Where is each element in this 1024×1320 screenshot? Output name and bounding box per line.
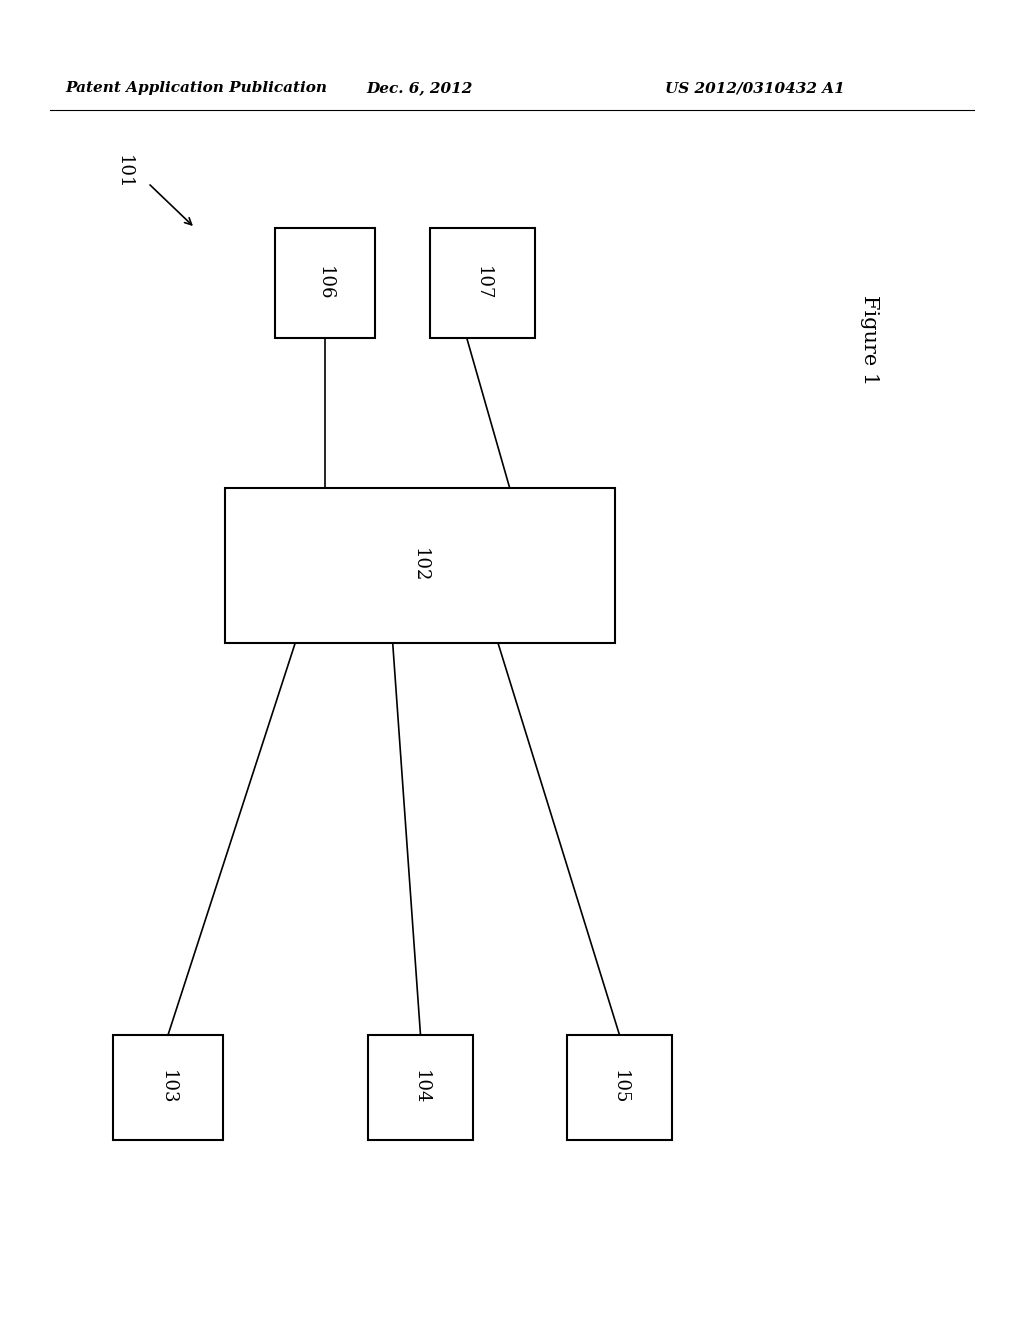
Bar xyxy=(275,228,375,338)
Text: US 2012/0310432 A1: US 2012/0310432 A1 xyxy=(665,81,845,95)
Bar xyxy=(567,1035,672,1140)
Bar xyxy=(113,1035,223,1140)
Text: 102: 102 xyxy=(411,548,429,582)
Text: Dec. 6, 2012: Dec. 6, 2012 xyxy=(367,81,473,95)
Text: 104: 104 xyxy=(412,1071,429,1105)
Text: Patent Application Publication: Patent Application Publication xyxy=(65,81,327,95)
Text: 103: 103 xyxy=(159,1071,177,1105)
Text: 106: 106 xyxy=(316,265,334,300)
Text: 105: 105 xyxy=(610,1071,629,1105)
Text: 107: 107 xyxy=(473,265,492,300)
Text: Figure 1: Figure 1 xyxy=(860,294,880,385)
Text: 101: 101 xyxy=(115,154,133,190)
Bar xyxy=(430,228,535,338)
Bar xyxy=(368,1035,473,1140)
Bar xyxy=(225,488,615,643)
